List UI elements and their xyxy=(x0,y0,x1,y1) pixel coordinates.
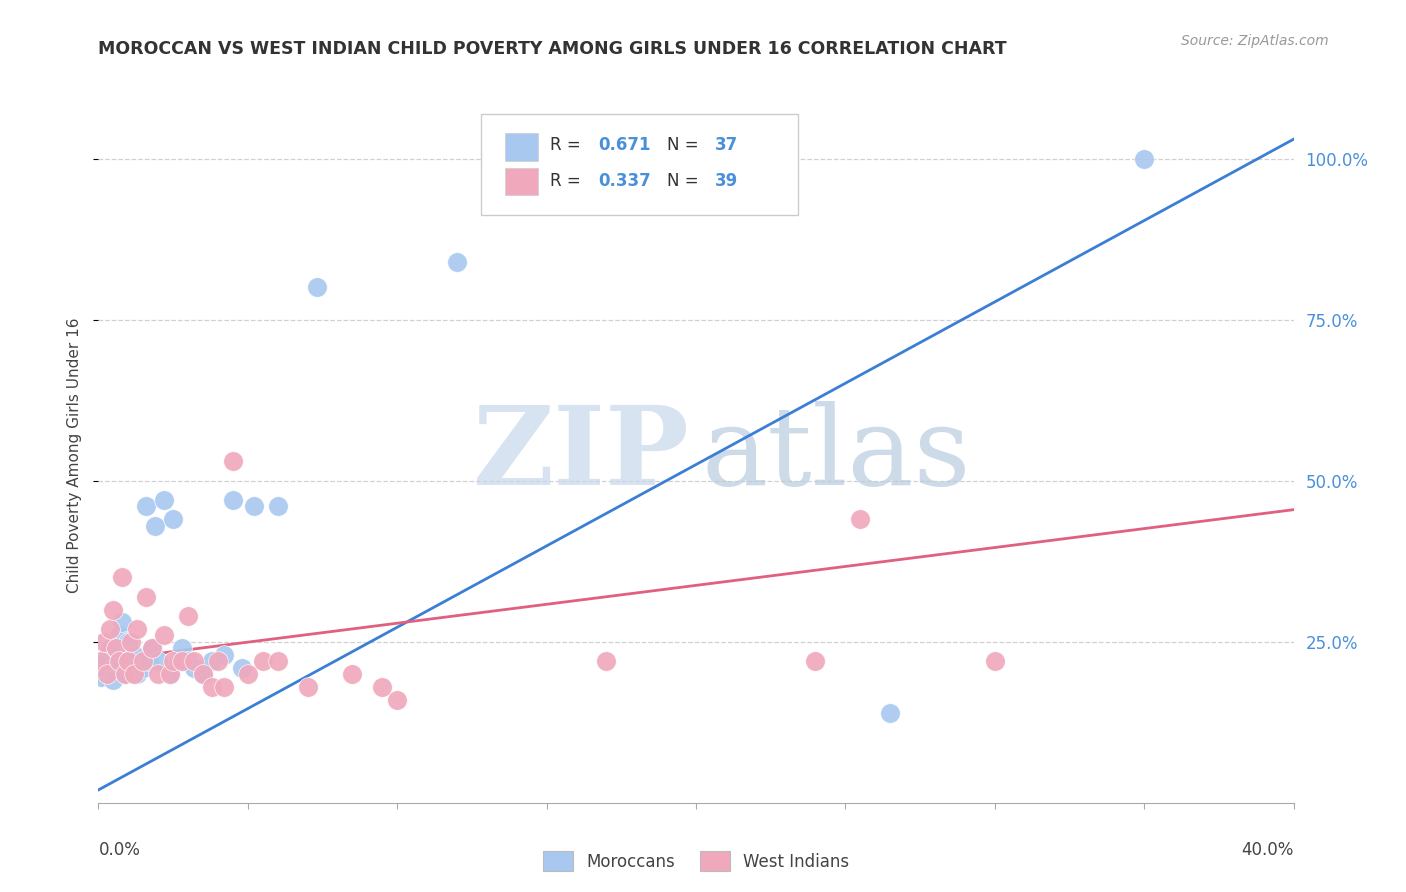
Point xyxy=(191,667,214,681)
Point xyxy=(849,512,872,526)
Point xyxy=(105,641,128,656)
FancyBboxPatch shape xyxy=(505,168,538,195)
Text: Source: ZipAtlas.com: Source: ZipAtlas.com xyxy=(1181,34,1329,48)
Point xyxy=(108,628,131,642)
Point xyxy=(595,654,617,668)
Point xyxy=(148,667,170,681)
Point xyxy=(159,667,181,681)
Point xyxy=(212,648,235,662)
Point xyxy=(135,500,157,514)
Point xyxy=(297,680,319,694)
Point xyxy=(114,667,136,681)
Text: 0.337: 0.337 xyxy=(598,172,651,191)
Legend: Moroccans, West Indians: Moroccans, West Indians xyxy=(536,845,856,878)
Point xyxy=(385,692,409,706)
Point xyxy=(141,641,163,656)
Point xyxy=(243,500,266,514)
Point xyxy=(984,654,1007,668)
Point xyxy=(111,570,134,584)
Point xyxy=(120,654,142,668)
Point xyxy=(135,590,157,604)
Point xyxy=(98,641,122,656)
Point xyxy=(153,493,176,508)
Point xyxy=(127,622,149,636)
Point xyxy=(138,654,160,668)
Point xyxy=(207,654,229,668)
Point xyxy=(114,667,136,681)
Point xyxy=(342,667,364,681)
Point xyxy=(231,660,253,674)
Point xyxy=(222,454,245,468)
Point xyxy=(183,660,205,674)
Y-axis label: Child Poverty Among Girls Under 16: Child Poverty Among Girls Under 16 xyxy=(67,318,83,592)
Point xyxy=(127,667,149,681)
Point xyxy=(108,654,131,668)
Point xyxy=(371,680,394,694)
Point xyxy=(201,680,224,694)
Point xyxy=(153,628,176,642)
Point xyxy=(132,654,155,668)
Point xyxy=(124,667,146,681)
Text: MOROCCAN VS WEST INDIAN CHILD POVERTY AMONG GIRLS UNDER 16 CORRELATION CHART: MOROCCAN VS WEST INDIAN CHILD POVERTY AM… xyxy=(98,40,1007,58)
Point xyxy=(191,667,214,681)
Point xyxy=(159,667,181,681)
Point xyxy=(103,602,125,616)
Point xyxy=(148,654,170,668)
Point xyxy=(105,654,128,668)
Point xyxy=(177,654,200,668)
Point xyxy=(172,641,194,656)
Point xyxy=(305,280,328,294)
Point xyxy=(143,518,166,533)
Text: R =: R = xyxy=(550,172,586,191)
Text: ZIP: ZIP xyxy=(474,401,690,508)
Point xyxy=(252,654,274,668)
Point xyxy=(183,654,205,668)
Point xyxy=(1133,152,1156,166)
Text: N =: N = xyxy=(668,136,704,154)
Text: 37: 37 xyxy=(716,136,738,154)
Point xyxy=(222,493,245,508)
Point xyxy=(98,622,122,636)
Point xyxy=(267,500,290,514)
Point xyxy=(141,641,163,656)
Point xyxy=(90,670,112,684)
Text: 40.0%: 40.0% xyxy=(1241,841,1294,859)
Point xyxy=(96,654,118,668)
Text: atlas: atlas xyxy=(702,401,972,508)
Point xyxy=(446,254,468,268)
Text: R =: R = xyxy=(550,136,586,154)
Point xyxy=(879,706,901,720)
Point xyxy=(117,634,139,648)
Point xyxy=(201,654,224,668)
FancyBboxPatch shape xyxy=(505,133,538,161)
Point xyxy=(132,660,155,674)
Point xyxy=(117,654,139,668)
Text: N =: N = xyxy=(668,172,704,191)
Text: 39: 39 xyxy=(716,172,738,191)
Point xyxy=(177,609,200,624)
Point xyxy=(804,654,827,668)
Point xyxy=(162,654,184,668)
Point xyxy=(162,512,184,526)
Point xyxy=(111,615,134,630)
Point xyxy=(103,673,125,688)
Point xyxy=(90,654,112,668)
Point xyxy=(120,634,142,648)
Point xyxy=(267,654,290,668)
Point xyxy=(236,667,259,681)
Point xyxy=(124,648,146,662)
Text: 0.0%: 0.0% xyxy=(98,841,141,859)
Point xyxy=(93,660,115,674)
Point xyxy=(167,654,190,668)
Point xyxy=(93,634,115,648)
Text: 0.671: 0.671 xyxy=(598,136,651,154)
Point xyxy=(172,654,194,668)
Point xyxy=(96,667,118,681)
FancyBboxPatch shape xyxy=(481,114,797,215)
Point xyxy=(212,680,235,694)
